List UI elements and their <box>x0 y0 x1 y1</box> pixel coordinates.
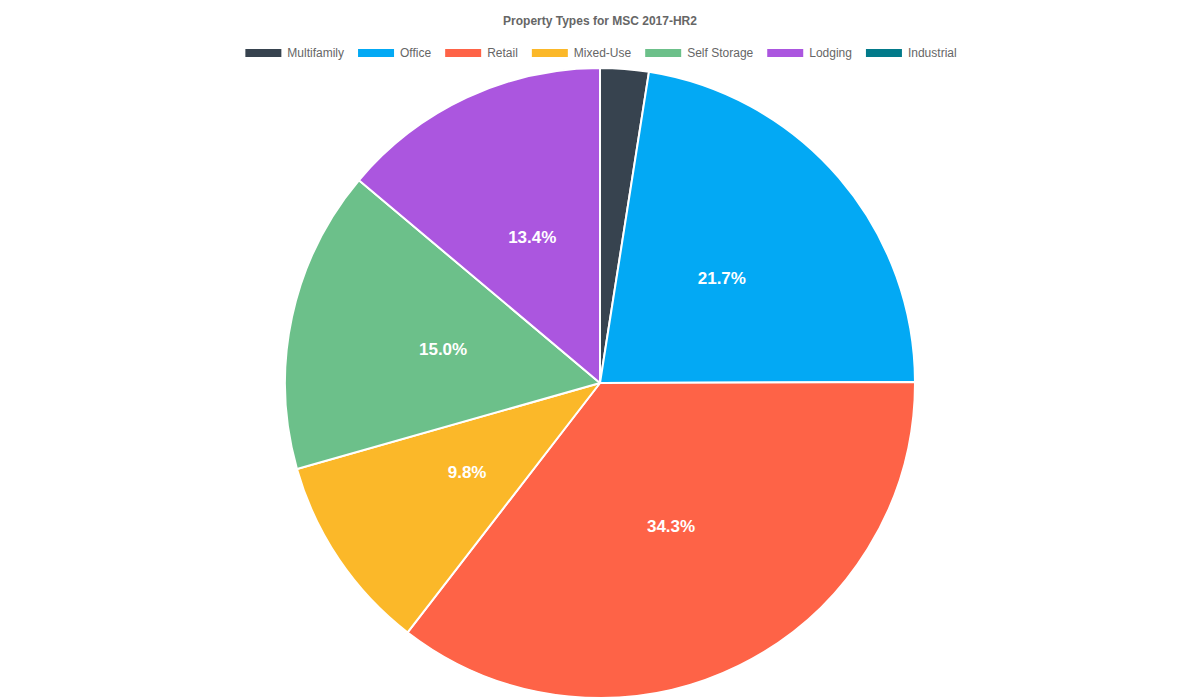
svg-text:Multifamily: Multifamily <box>287 46 344 60</box>
svg-text:Industrial: Industrial <box>908 46 957 60</box>
svg-text:15.0%: 15.0% <box>419 340 467 359</box>
svg-text:Lodging: Lodging <box>809 46 852 60</box>
svg-text:13.4%: 13.4% <box>508 228 556 247</box>
svg-text:Property Types for MSC 2017-HR: Property Types for MSC 2017-HR2 <box>503 14 697 28</box>
svg-text:21.7%: 21.7% <box>698 269 746 288</box>
svg-text:Retail: Retail <box>487 46 518 60</box>
svg-text:34.3%: 34.3% <box>647 517 695 536</box>
svg-text:Mixed-Use: Mixed-Use <box>574 46 632 60</box>
svg-text:9.8%: 9.8% <box>448 463 487 482</box>
svg-text:Self Storage: Self Storage <box>687 46 753 60</box>
svg-text:Office: Office <box>400 46 431 60</box>
